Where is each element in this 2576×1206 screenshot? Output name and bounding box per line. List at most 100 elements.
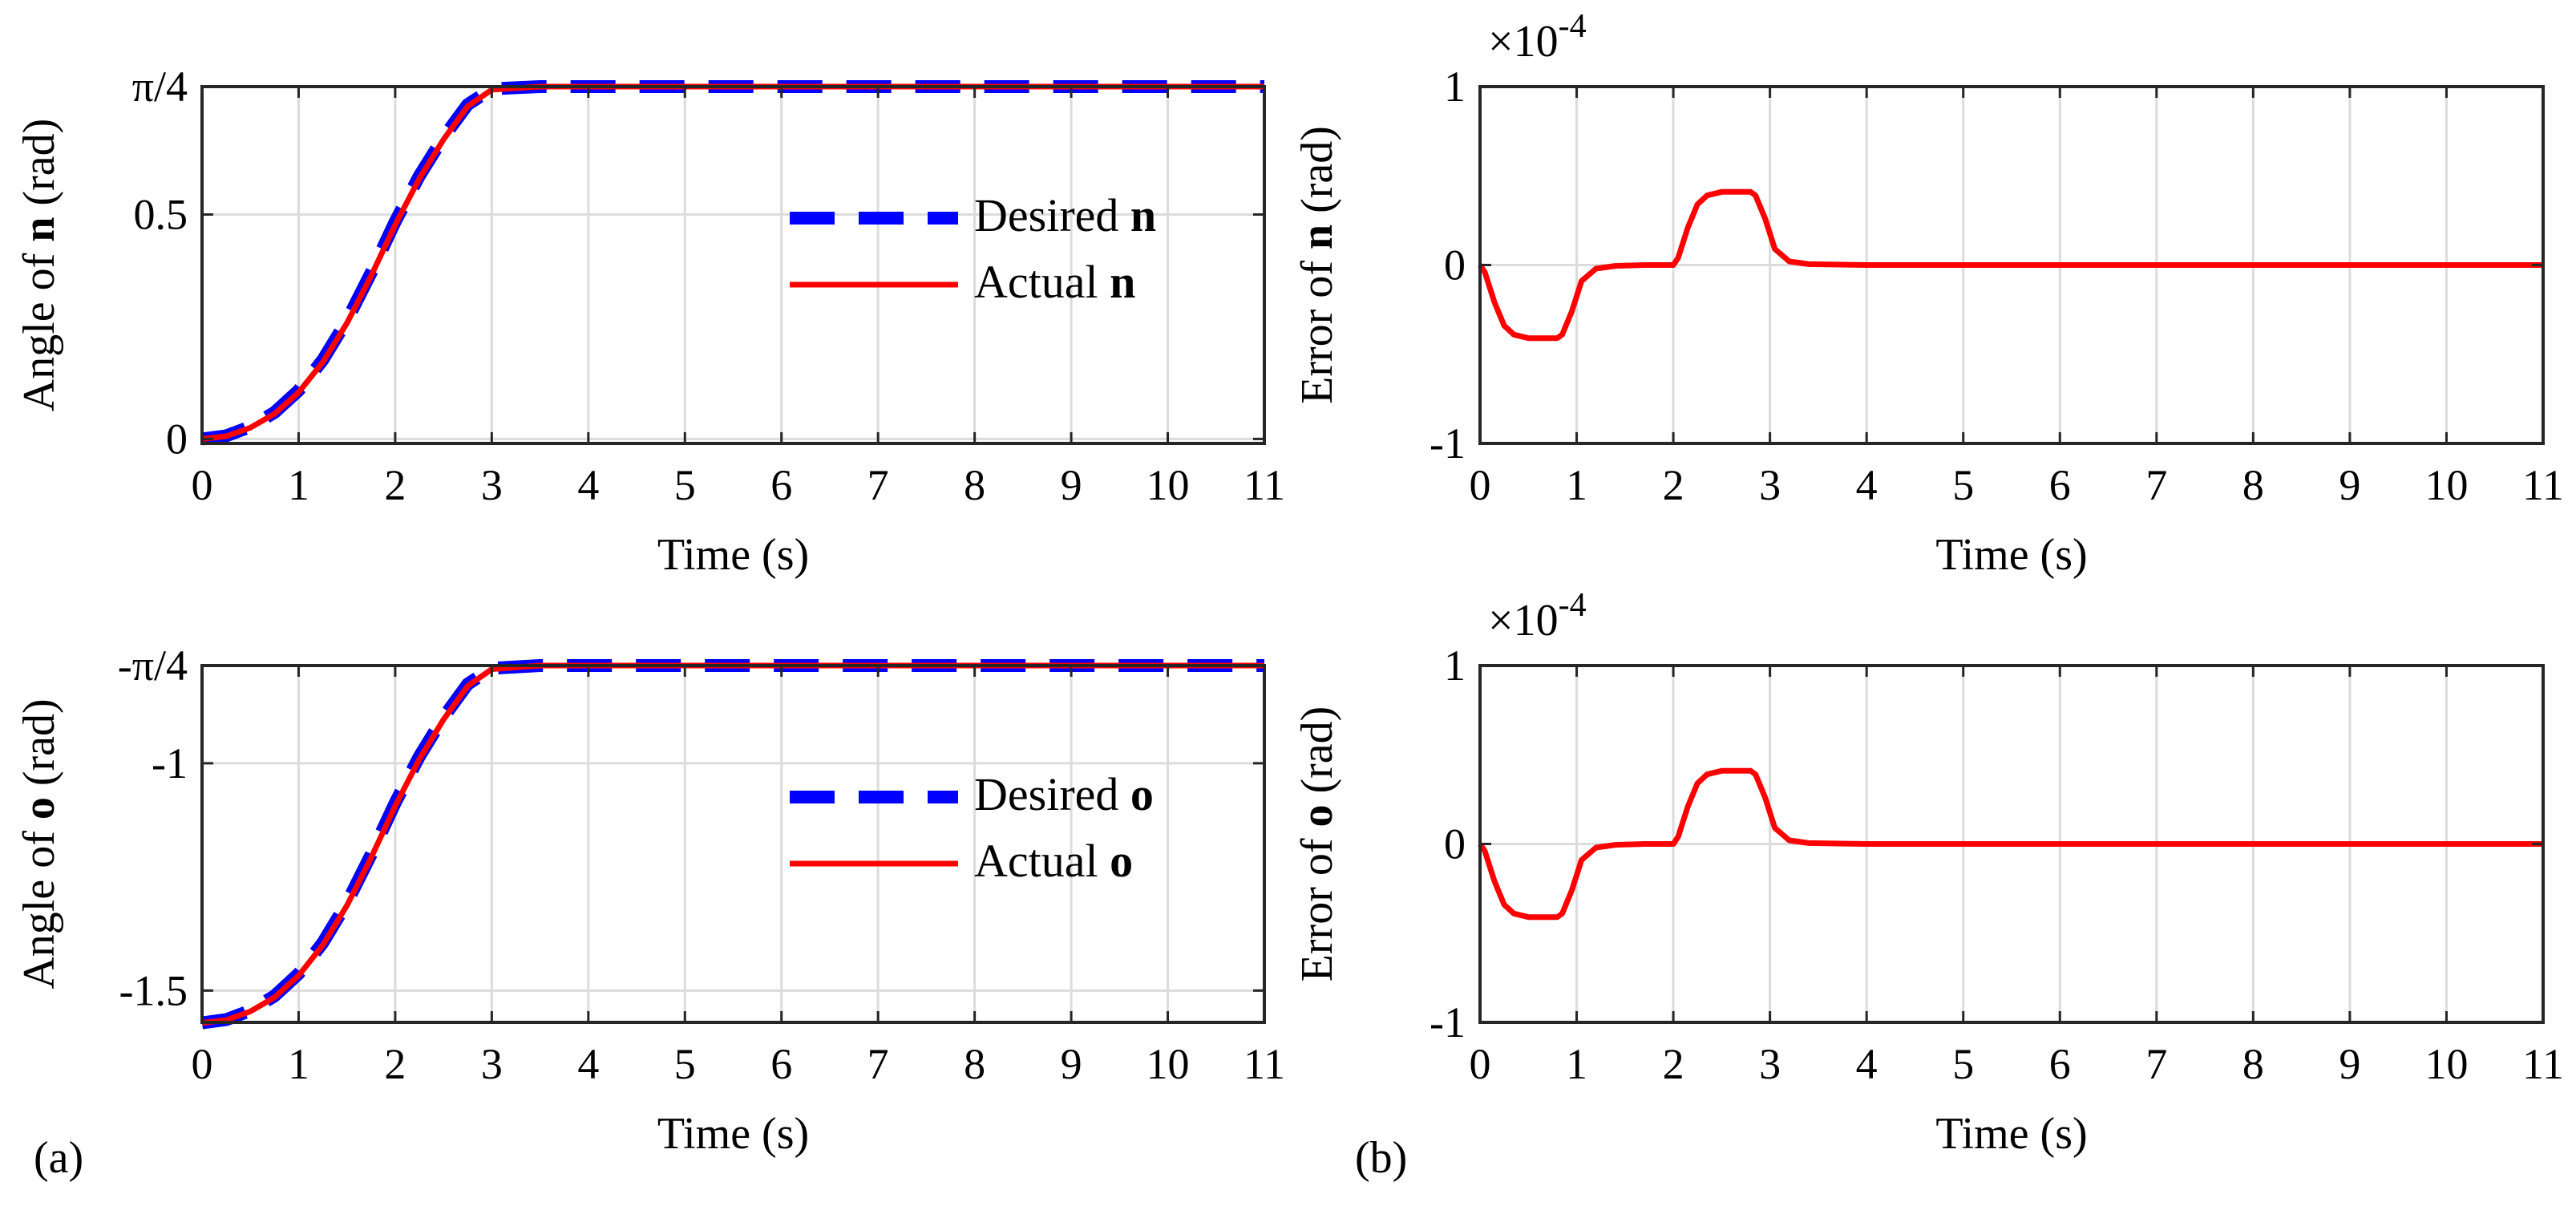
y-axis-label-symbol: n: [1292, 213, 1342, 249]
x-tick-label: 5: [674, 1040, 696, 1088]
y-tick-label: 1: [1444, 63, 1466, 111]
x-tick-label: 0: [1470, 1040, 1491, 1088]
x-tick-label: 10: [1146, 1040, 1190, 1088]
x-axis-label: Time (s): [1935, 1109, 2087, 1159]
x-tick-label: 8: [2242, 1040, 2264, 1088]
x-tick-label: 1: [1566, 1040, 1587, 1088]
x-tick-label: 7: [2145, 461, 2167, 509]
x-tick-label: 8: [964, 461, 985, 509]
x-tick-label: 6: [770, 1040, 792, 1088]
y-tick-label: -1.5: [119, 966, 188, 1014]
x-tick-label: 1: [288, 461, 309, 509]
legend-entry-symbol: o: [1130, 768, 1154, 820]
x-tick-label: 5: [1952, 1040, 1974, 1088]
y-tick-label: π/4: [132, 63, 188, 111]
y-axis-label-prefix: Error of: [1292, 249, 1342, 404]
y-axis-label-prefix: Angle of: [14, 242, 64, 412]
y-axis-label: Angle of o (rad): [14, 698, 64, 989]
x-tick-label: 10: [2424, 1040, 2468, 1088]
y-axis-label: Error of o (rad): [1292, 706, 1342, 982]
legend-entry-symbol: o: [1110, 835, 1133, 887]
legend-entry-actual: Actual n: [974, 256, 1135, 308]
legend-entry-actual: Actual o: [974, 835, 1133, 887]
x-tick-label: 11: [1244, 461, 1285, 509]
x-tick-label: 11: [2522, 461, 2564, 509]
x-axis-label: Time (s): [657, 1109, 809, 1159]
y-axis-label-suffix: (rad): [14, 698, 64, 786]
legend-entry-symbol: n: [1130, 189, 1156, 241]
x-tick-label: 5: [674, 461, 696, 509]
x-tick-label: 3: [1759, 461, 1781, 509]
axis-exponent-base: ×10: [1488, 17, 1559, 67]
x-tick-label: 9: [1061, 461, 1082, 509]
x-tick-label: 6: [2049, 461, 2071, 509]
x-tick-label: 3: [1759, 1040, 1781, 1088]
x-tick-label: 6: [770, 461, 792, 509]
x-tick-label: 4: [1856, 1040, 1878, 1088]
legend-entry-symbol: n: [1110, 256, 1135, 308]
x-tick-label: 7: [867, 461, 889, 509]
x-tick-label: 2: [1663, 461, 1684, 509]
y-tick-label: 0.5: [134, 191, 188, 239]
x-tick-label: 0: [1470, 461, 1491, 509]
y-tick-label: -1: [1430, 419, 1466, 467]
y-tick-label: -1: [152, 739, 188, 787]
x-tick-label: 1: [1566, 461, 1587, 509]
axes-frame: [200, 85, 1266, 445]
y-axis-label-suffix: (rad): [14, 119, 64, 206]
legend-entry-desired: Desired n: [974, 189, 1156, 241]
y-axis-label-suffix: (rad): [1292, 126, 1342, 213]
x-tick-label: 7: [2145, 1040, 2167, 1088]
x-tick-label: 3: [481, 461, 503, 509]
y-axis-label-suffix: (rad): [1292, 706, 1342, 794]
axis-exponent: ×10-4: [1488, 8, 1587, 67]
panel-label-b: (b): [1355, 1133, 1407, 1183]
x-tick-label: 0: [192, 461, 213, 509]
x-axis-label: Time (s): [657, 530, 809, 580]
axis-exponent-power: -4: [1559, 587, 1587, 624]
x-tick-label: 1: [288, 1040, 309, 1088]
legend-entry-name: Desired: [974, 768, 1130, 820]
x-tick-label: 5: [1952, 461, 1974, 509]
y-axis-label-prefix: Error of: [1292, 828, 1342, 982]
axis-exponent-base: ×10: [1488, 596, 1559, 645]
x-tick-label: 10: [2424, 461, 2468, 509]
x-tick-label: 6: [2049, 1040, 2071, 1088]
axis-exponent: ×10-4: [1488, 587, 1587, 645]
x-tick-label: 0: [192, 1040, 213, 1088]
y-tick-label: 0: [166, 415, 188, 463]
series-line-error: [1478, 188, 2543, 342]
x-tick-label: 4: [577, 1040, 599, 1088]
x-tick-label: 7: [867, 1040, 889, 1088]
x-axis-label: Time (s): [1935, 530, 2087, 580]
x-tick-label: 9: [2339, 1040, 2360, 1088]
panel-label-a: (a): [34, 1133, 83, 1183]
x-tick-label: 2: [384, 1040, 406, 1088]
y-tick-label: -π/4: [118, 641, 188, 690]
chart-n-angle: 0 1 2 3 4 5 6 7 8 9 10 11 0 0.5 π/4 Time (s) Angle of n …: [14, 63, 1285, 580]
legend-entry-name: Actual: [974, 835, 1110, 887]
y-axis-label: Angle of n (rad): [14, 119, 64, 411]
x-tick-label: 4: [577, 461, 599, 509]
x-tick-label: 11: [2522, 1040, 2564, 1088]
axis-exponent-power: -4: [1559, 8, 1587, 45]
x-tick-label: 11: [1244, 1040, 1285, 1088]
y-tick-label: -1: [1430, 998, 1466, 1046]
x-tick-label: 3: [481, 1040, 503, 1088]
legend-entry-name: Desired: [974, 189, 1130, 241]
x-tick-label: 9: [2339, 461, 2360, 509]
x-tick-label: 2: [1663, 1040, 1684, 1088]
y-axis-label-symbol: o: [1292, 794, 1342, 828]
y-tick-label: 0: [1444, 820, 1466, 868]
y-axis-label-prefix: Angle of: [14, 820, 64, 989]
series-line-error: [1478, 767, 2543, 921]
y-tick-label: 1: [1444, 641, 1466, 690]
y-axis-label: Error of n (rad): [1292, 126, 1342, 404]
x-tick-label: 4: [1856, 461, 1878, 509]
x-tick-label: 2: [384, 461, 406, 509]
x-tick-label: 8: [964, 1040, 985, 1088]
